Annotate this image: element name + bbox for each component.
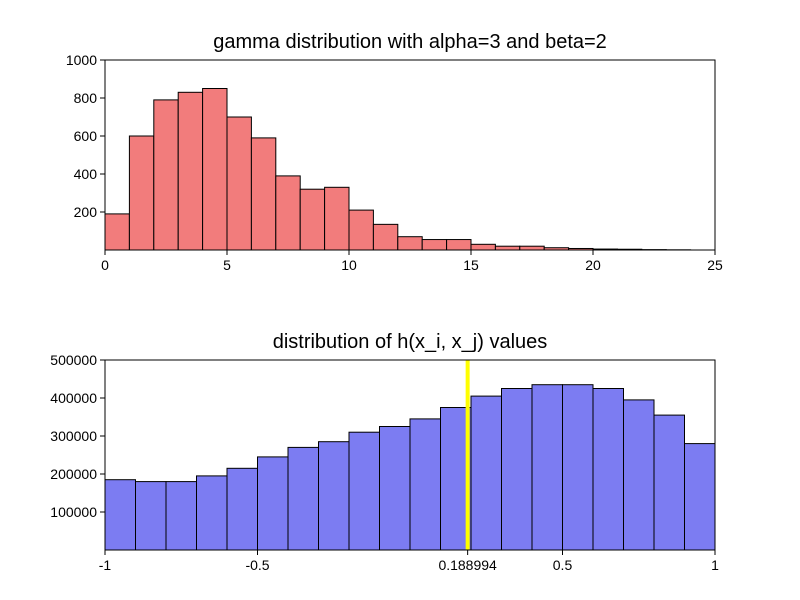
x-tick-label: 0.188994 — [438, 557, 497, 573]
x-tick-label: -0.5 — [245, 557, 269, 573]
histogram-bar — [471, 244, 495, 250]
histogram-bar — [502, 389, 533, 551]
x-tick-label: -1 — [99, 557, 112, 573]
histogram-bar — [398, 237, 422, 250]
x-tick-label: 20 — [585, 257, 601, 273]
histogram-bar — [166, 482, 197, 550]
histogram-bar — [203, 89, 227, 251]
y-tick-label: 200 — [74, 204, 98, 220]
histogram-bar — [197, 476, 228, 550]
histogram-bar — [422, 240, 446, 250]
x-tick-label: 25 — [707, 257, 723, 273]
histogram-bar — [105, 480, 136, 550]
histogram-bar — [325, 187, 349, 250]
histogram-bar — [373, 224, 397, 250]
histogram-bar — [136, 482, 167, 550]
histogram-bar — [520, 246, 544, 250]
histogram-bar — [276, 176, 300, 250]
x-tick-label: 15 — [463, 257, 479, 273]
histogram-bar — [349, 210, 373, 250]
y-tick-label: 400 — [74, 166, 98, 182]
y-tick-label: 500000 — [50, 352, 97, 368]
histogram-bar — [593, 389, 624, 551]
histogram-bar — [349, 432, 380, 550]
y-tick-label: 600 — [74, 128, 98, 144]
histogram-bar — [624, 400, 655, 550]
y-tick-label: 200000 — [50, 466, 97, 482]
x-tick-label: 10 — [341, 257, 357, 273]
x-tick-label: 0 — [101, 257, 109, 273]
histogram-bar — [654, 415, 685, 550]
x-tick-label: 0.5 — [553, 557, 573, 573]
y-tick-label: 800 — [74, 90, 98, 106]
histogram-bar — [227, 117, 251, 250]
chart: gamma distribution with alpha=3 and beta… — [66, 31, 723, 273]
histogram-bar — [685, 444, 716, 550]
histogram-bar — [258, 457, 289, 550]
chart-title: distribution of h(x_i, x_j) values — [273, 331, 548, 353]
chart: distribution of h(x_i, x_j) values -1 -0.5… — [50, 331, 719, 573]
histogram-bar — [410, 419, 441, 550]
y-tick-label: 1000 — [66, 52, 97, 68]
histogram-bar — [288, 447, 319, 550]
y-tick-label: 100000 — [50, 504, 97, 520]
histogram-bar — [319, 442, 350, 550]
histogram-bar — [129, 136, 153, 250]
histogram-bar — [300, 189, 324, 250]
histogram-bar — [380, 427, 411, 551]
histogram-bar — [227, 468, 258, 550]
histogram-bar — [154, 100, 178, 250]
histogram-bar — [471, 396, 502, 550]
chart-title: gamma distribution with alpha=3 and beta… — [213, 31, 607, 53]
y-tick-label: 300000 — [50, 428, 97, 444]
histogram-bar — [251, 138, 275, 250]
histogram-bar — [495, 246, 519, 250]
histogram-bar — [178, 92, 202, 250]
histogram-bar — [447, 240, 471, 250]
x-tick-label: 1 — [711, 557, 719, 573]
histogram-bar — [532, 385, 563, 550]
x-tick-label: 5 — [223, 257, 231, 273]
y-tick-label: 400000 — [50, 390, 97, 406]
histogram-bar — [105, 214, 129, 250]
histogram-bar — [563, 385, 594, 550]
